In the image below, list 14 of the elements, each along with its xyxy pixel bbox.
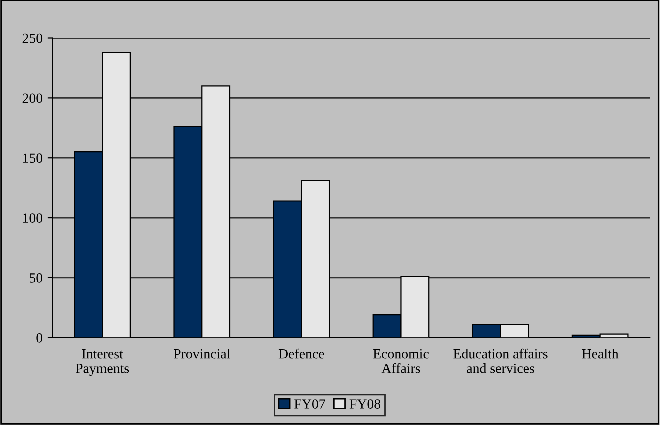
y-tick-label: 0	[36, 333, 43, 343]
y-tick-label: 100	[23, 214, 43, 223]
y-tick-label: 150	[23, 154, 43, 164]
x-tick-label: Defence	[278, 348, 324, 359]
x-tick-label: Economic Affairs	[373, 349, 429, 374]
x-tick-label: Education affairs and services	[454, 348, 548, 374]
y-tick-label: 250	[22, 34, 43, 44]
legend-label: FY08	[350, 400, 381, 409]
x-tick-label: Interest Payments	[76, 350, 130, 376]
x-tick-label: Health	[582, 348, 619, 359]
legend-label: FY07	[294, 400, 326, 409]
x-tick-label: Provincial	[174, 348, 230, 359]
y-tick-label: 50	[30, 274, 43, 283]
y-tick-label: 200	[22, 94, 43, 104]
